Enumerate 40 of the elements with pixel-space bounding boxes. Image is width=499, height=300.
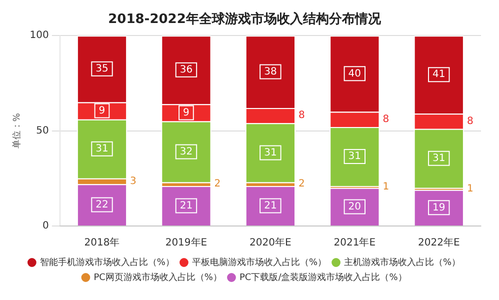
chart-title: 2018-2022年全球游戏市场收入结构分布情况 bbox=[108, 11, 382, 28]
data-label: 35 bbox=[96, 64, 108, 75]
data-label: 36 bbox=[180, 64, 193, 76]
data-label: 31 bbox=[264, 147, 277, 158]
x-tick-label: 2018年 bbox=[84, 236, 120, 249]
x-tick-label: 2019年E bbox=[165, 236, 208, 249]
data-label: 2 bbox=[298, 178, 305, 190]
data-label: 41 bbox=[432, 69, 446, 80]
legend-label: 智能手机游戏市场收入占比（%） bbox=[40, 256, 174, 268]
x-tick-label: 2022年E bbox=[418, 236, 460, 249]
y-tick-label: 0 bbox=[42, 220, 49, 232]
data-label: 38 bbox=[264, 66, 277, 78]
data-label: 8 bbox=[466, 116, 474, 127]
data-label: 31 bbox=[432, 153, 446, 164]
data-label: 2 bbox=[214, 178, 221, 190]
data-label: 3 bbox=[130, 176, 136, 187]
legend-label: 平板电脑游戏市场收入占比（%） bbox=[192, 256, 327, 268]
y-tick-label: 50 bbox=[36, 125, 49, 136]
data-label: 1 bbox=[382, 182, 390, 193]
data-label: 20 bbox=[348, 201, 362, 212]
data-label: 21 bbox=[180, 200, 193, 212]
legend-label: PC网页游戏市场收入占比（%） bbox=[94, 272, 222, 283]
data-label: 9 bbox=[98, 105, 106, 116]
data-label: 19 bbox=[432, 202, 446, 214]
data-label: 22 bbox=[96, 199, 108, 210]
data-label: 1 bbox=[466, 183, 474, 194]
data-label: 40 bbox=[348, 68, 362, 80]
x-tick-label: 2021年E bbox=[334, 236, 376, 249]
y-axis-title: 单位：% bbox=[12, 112, 23, 149]
data-label: 31 bbox=[348, 151, 362, 162]
x-tick-label: 2020年E bbox=[250, 236, 292, 249]
legend-label: 主机游戏市场收入占比（%） bbox=[344, 256, 461, 268]
data-label: 8 bbox=[382, 114, 390, 125]
data-label: 21 bbox=[264, 200, 277, 212]
data-label: 8 bbox=[298, 110, 305, 122]
legend-label: PC下载版/盒装版游戏市场收入占比（%） bbox=[239, 272, 407, 283]
y-tick-label: 100 bbox=[30, 30, 49, 42]
data-label: 9 bbox=[183, 107, 190, 118]
data-label: 31 bbox=[96, 143, 108, 154]
data-label: 32 bbox=[180, 146, 193, 158]
